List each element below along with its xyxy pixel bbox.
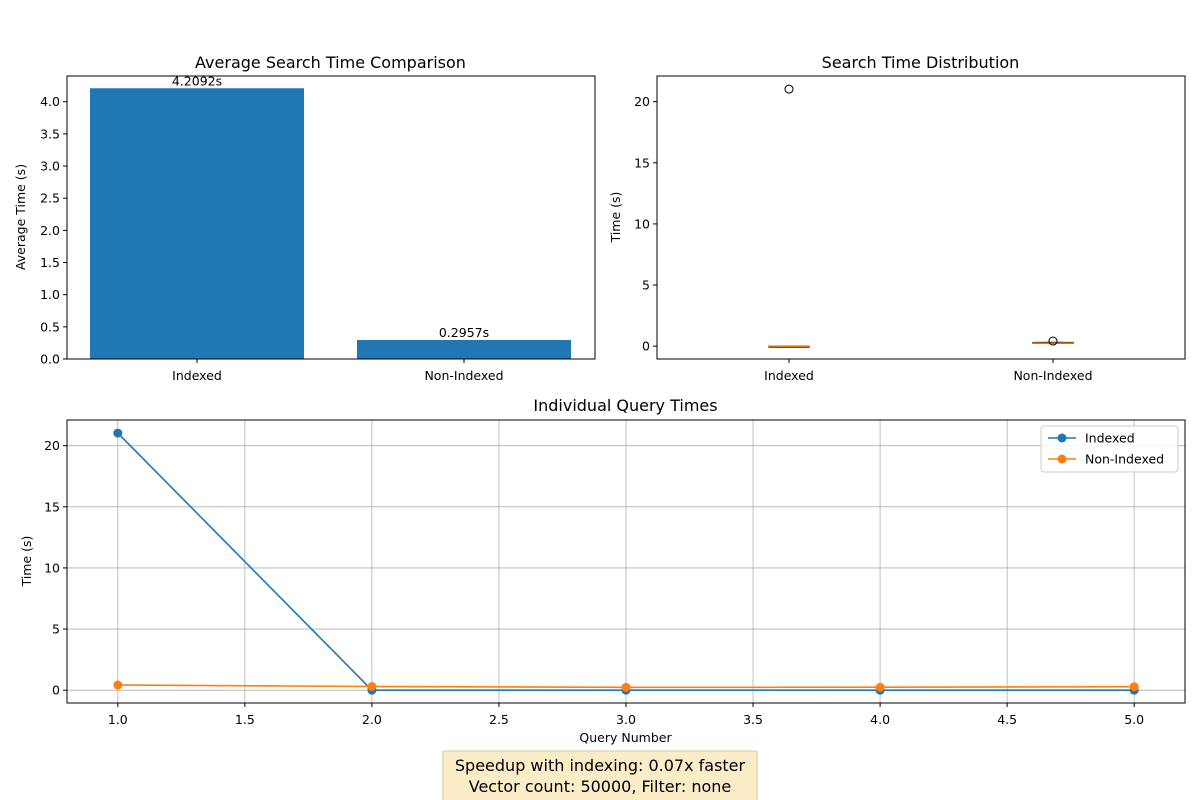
x-tick-label: 2.0 [362, 712, 382, 727]
x-tick-label: 4.5 [997, 712, 1017, 727]
y-tick-label: 20 [44, 438, 60, 453]
bar-chart-title: Average Search Time Comparison [195, 53, 466, 72]
box-outlier [784, 84, 794, 94]
series-point-non-indexed [621, 682, 631, 692]
series-point-non-indexed [367, 681, 377, 691]
y-tick-label: 3.0 [40, 159, 60, 174]
x-tick-label: 5.0 [1124, 712, 1144, 727]
box-plot-boxes [768, 84, 1074, 348]
line-chart-panel: Individual Query Times Time (s) Query Nu… [19, 396, 1186, 745]
bar-chart-data-labels: 4.2092s 0.2957s [172, 73, 489, 340]
y-tick-label: 10 [634, 216, 650, 231]
line-chart-grid [67, 420, 1185, 703]
line-chart-y-ticks: 0 5 10 15 20 [44, 438, 67, 698]
box-plot-x-ticks: Indexed Non-Indexed [764, 359, 1093, 383]
y-tick-label: 15 [634, 155, 650, 170]
bar-chart-frame [66, 75, 596, 360]
series-point-non-indexed [875, 682, 885, 692]
line-chart-legend: Indexed Non-Indexed [1040, 425, 1179, 473]
x-tick-label: 4.0 [870, 712, 890, 727]
legend-label: Non-Indexed [1085, 452, 1164, 467]
bar-chart-bars [90, 88, 571, 359]
x-tick-label: Non-Indexed [1013, 368, 1092, 383]
y-tick-label: 20 [634, 94, 650, 109]
box-plot-panel: Search Time Distribution Time (s) 0 5 10 15… [608, 53, 1186, 383]
x-tick-label: 3.5 [743, 712, 763, 727]
speedup-text: Speedup with indexing: 0.07x faster [455, 756, 746, 775]
bar-chart-panel: Average Search Time Comparison Average T… [13, 53, 596, 383]
legend-marker [1057, 454, 1067, 464]
bar-chart-ylabel: Average Time (s) [13, 164, 28, 270]
x-tick-label: 1.5 [235, 712, 255, 727]
y-tick-label: 0.0 [40, 352, 60, 367]
y-tick-label: 15 [44, 499, 60, 514]
y-tick-label: 0.5 [40, 319, 60, 334]
y-tick-label: 5 [642, 278, 650, 293]
box-plot-frame [656, 75, 1186, 360]
line-chart-title: Individual Query Times [533, 396, 717, 415]
bar [90, 88, 304, 359]
line-chart-ylabel: Time (s) [19, 536, 34, 588]
series-point-indexed [113, 428, 123, 438]
line-chart-series [113, 428, 1139, 695]
box-plot-title: Search Time Distribution [822, 53, 1020, 72]
x-tick-label: Non-Indexed [424, 368, 503, 383]
x-tick-label: Indexed [172, 368, 222, 383]
line-chart-x-ticks: 1.0 1.5 2.0 2.5 3.0 3.5 4.0 4.5 5.0 [108, 703, 1144, 727]
line-chart-xlabel: Query Number [579, 730, 672, 745]
y-tick-label: 1.0 [40, 287, 60, 302]
y-tick-label: 5 [52, 622, 60, 637]
y-tick-label: 3.5 [40, 126, 60, 141]
speedup-annotation: Speedup with indexing: 0.07x faster Vect… [442, 750, 758, 800]
box-plot-ylabel: Time (s) [608, 192, 623, 244]
x-tick-label: Indexed [764, 368, 814, 383]
y-tick-label: 1.5 [40, 255, 60, 270]
y-tick-label: 0 [642, 339, 650, 354]
y-tick-label: 4.0 [40, 94, 60, 109]
x-tick-label: 2.5 [489, 712, 509, 727]
bar-data-label: 4.2092s [172, 73, 222, 88]
bar-data-label: 0.2957s [439, 325, 489, 340]
bar-chart-x-ticks: Indexed Non-Indexed [172, 359, 504, 383]
line-chart-frame [66, 419, 1186, 704]
legend-marker [1057, 433, 1067, 443]
bar [357, 339, 571, 359]
speedup-annotation-box [442, 750, 758, 800]
bar-chart-y-ticks: 0.0 0.5 1.0 1.5 2.0 2.5 3.0 3.5 4.0 [40, 94, 67, 367]
y-tick-label: 0 [52, 683, 60, 698]
y-tick-label: 10 [44, 560, 60, 575]
box-outlier [1048, 336, 1058, 346]
x-tick-label: 3.0 [616, 712, 636, 727]
y-tick-label: 2.0 [40, 223, 60, 238]
series-point-non-indexed [1129, 682, 1139, 692]
y-tick-label: 2.5 [40, 191, 60, 206]
legend-label: Indexed [1085, 431, 1135, 446]
series-point-non-indexed [113, 680, 123, 690]
vector-count-text: Vector count: 50000, Filter: none [469, 777, 732, 796]
box-plot-y-ticks: 0 5 10 15 20 [634, 94, 657, 354]
x-tick-label: 1.0 [108, 712, 128, 727]
